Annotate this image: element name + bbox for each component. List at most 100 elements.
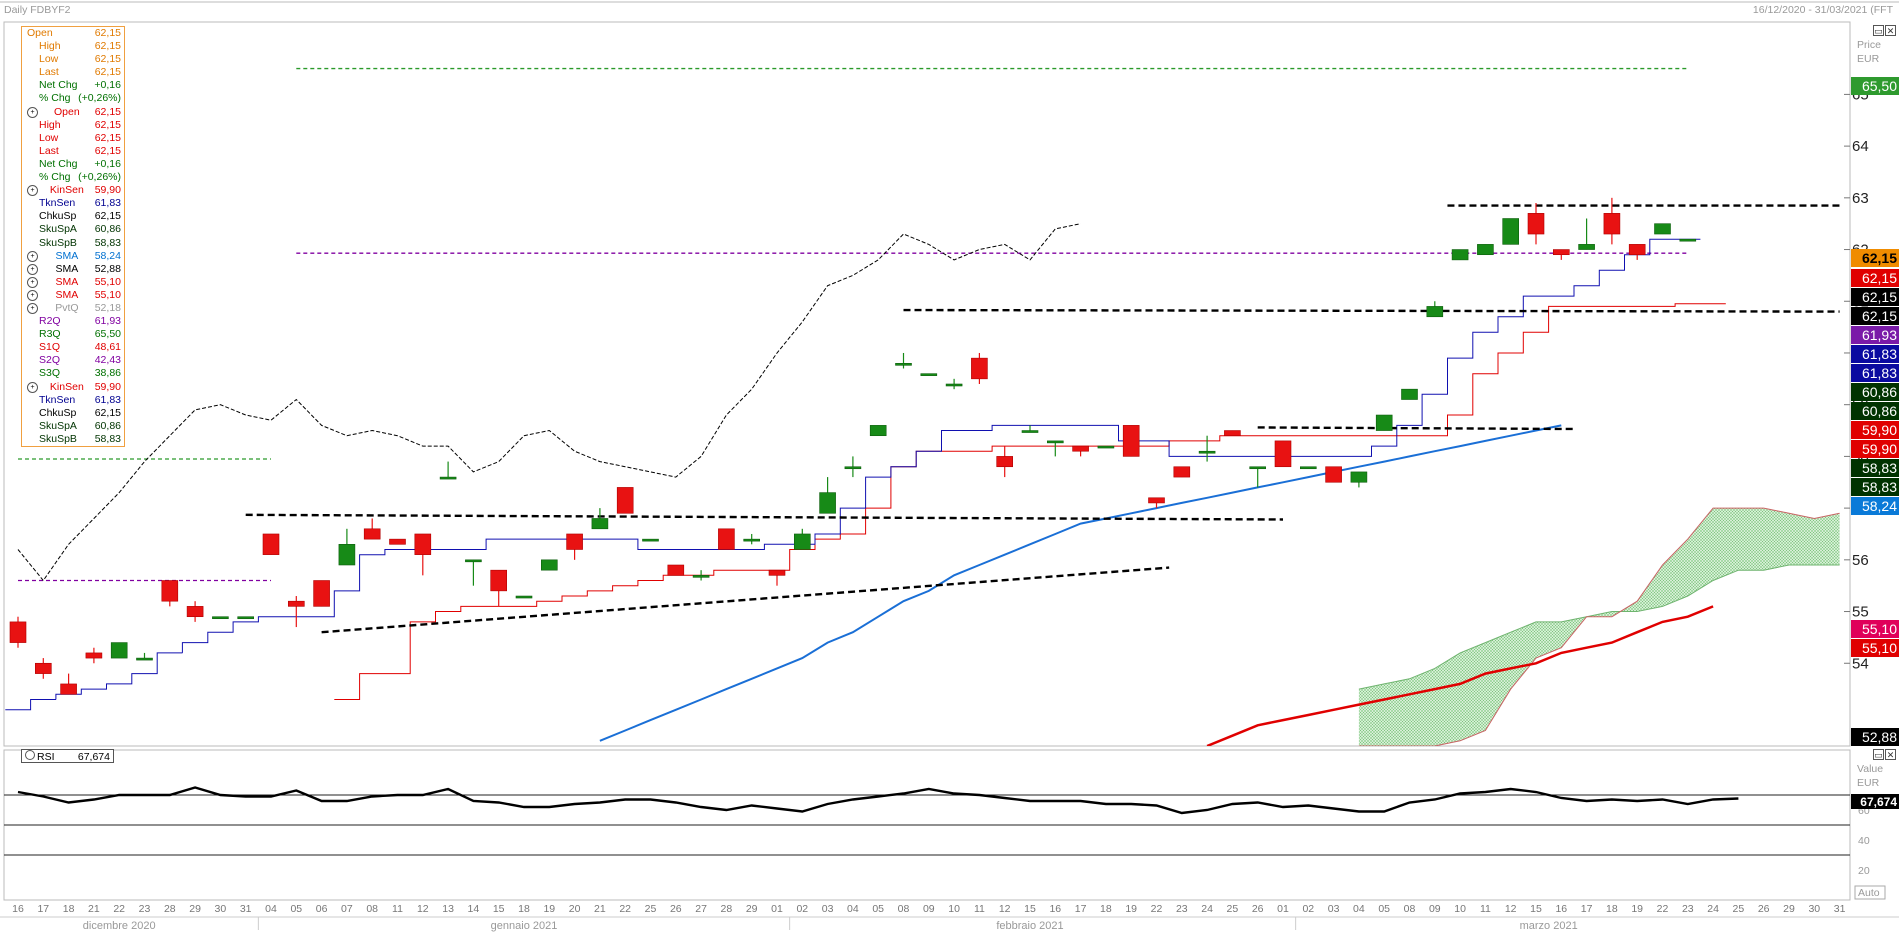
candle bbox=[1274, 440, 1292, 468]
x-day-label: 05 bbox=[290, 903, 302, 915]
legend-label-text: Low bbox=[39, 131, 59, 144]
legend-label-text: Open bbox=[27, 27, 53, 39]
legend-row: SkuSpB 58,83 bbox=[22, 433, 124, 446]
legend-label: S3Q bbox=[27, 367, 60, 380]
candle bbox=[1375, 414, 1393, 431]
candle bbox=[1224, 430, 1241, 437]
sma-blue-line bbox=[599, 424, 1562, 742]
candle bbox=[363, 528, 381, 540]
x-day-label: 10 bbox=[1454, 903, 1466, 915]
x-day-label: 19 bbox=[1631, 903, 1643, 915]
legend-label-text: High bbox=[39, 40, 61, 53]
legend-label: R3Q bbox=[27, 328, 61, 341]
legend-label: ChkuSp bbox=[27, 210, 76, 223]
legend-label-text: S2Q bbox=[39, 354, 61, 367]
rsi-close-icon[interactable]: ✕ bbox=[1885, 749, 1896, 760]
price-tag-label: 59,90 bbox=[1862, 441, 1897, 457]
candle bbox=[1350, 471, 1368, 483]
candle bbox=[1198, 450, 1216, 454]
rsi-label: RSI bbox=[37, 751, 55, 763]
restore-icon[interactable]: ▭ bbox=[1873, 25, 1884, 36]
legend-label: PvtQ bbox=[55, 302, 78, 315]
x-month-label: gennaio 2021 bbox=[491, 920, 558, 932]
indicator-settings-icon[interactable]: + bbox=[27, 106, 38, 118]
x-day-label: 23 bbox=[139, 903, 151, 915]
rsi-axis-currency: EUR bbox=[1857, 777, 1880, 789]
legend-row: S3Q 38,86 bbox=[22, 367, 124, 380]
price-tag-label: 60,86 bbox=[1862, 384, 1897, 400]
legend-row: % Chg (+0,26%) bbox=[22, 92, 124, 105]
rsi-tag-bg bbox=[1851, 794, 1899, 809]
price-tag-bg bbox=[1851, 728, 1899, 746]
price-tick-label: 64 bbox=[1852, 138, 1869, 155]
candle bbox=[237, 616, 254, 620]
legend-value: 62,15 bbox=[94, 53, 121, 66]
indicator-settings-icon[interactable]: + bbox=[27, 185, 38, 197]
legend-label: Low bbox=[27, 132, 58, 145]
legend-value: 62,15 bbox=[94, 66, 121, 79]
legend-label-text: R3Q bbox=[39, 328, 61, 341]
price-tag-label: 61,83 bbox=[1862, 346, 1897, 362]
price-tag-bg bbox=[1851, 249, 1899, 267]
legend-label: Net Chg bbox=[27, 158, 78, 171]
candle bbox=[110, 642, 128, 659]
legend-label: KinSen bbox=[50, 381, 84, 394]
candle bbox=[692, 575, 710, 578]
indicator-settings-icon[interactable]: + bbox=[27, 302, 38, 314]
candle bbox=[1122, 425, 1140, 457]
x-day-label: 05 bbox=[1378, 903, 1390, 915]
x-day-label: 30 bbox=[215, 903, 227, 915]
candle bbox=[1148, 497, 1165, 504]
candle bbox=[136, 657, 153, 661]
candle bbox=[313, 580, 330, 607]
indicator-settings-icon[interactable]: + bbox=[27, 276, 38, 288]
candle bbox=[1047, 440, 1064, 444]
legend-value: 62,15 bbox=[94, 105, 121, 118]
indicator-settings-icon[interactable]: + bbox=[27, 263, 38, 275]
candle bbox=[186, 606, 204, 618]
legend-value: 62,15 bbox=[94, 406, 121, 419]
x-day-label: 13 bbox=[442, 903, 454, 915]
candle bbox=[1654, 223, 1671, 235]
price-tag-label: 55,10 bbox=[1862, 640, 1897, 656]
legend-label-text: High bbox=[39, 118, 61, 131]
price-tag-label: 55,10 bbox=[1862, 621, 1897, 637]
legend-row: + SMA 58,24 bbox=[22, 250, 124, 263]
legend-row: S1Q 48,61 bbox=[22, 341, 124, 354]
legend-label: TknSen bbox=[27, 394, 75, 407]
indicator-settings-icon[interactable]: + bbox=[27, 381, 38, 393]
candle bbox=[616, 487, 634, 514]
x-day-label: 22 bbox=[619, 903, 631, 915]
legend-row: + SMA 55,10 bbox=[22, 289, 124, 302]
date-range: 16/12/2020 - 31/03/2021 (FFT bbox=[1752, 4, 1893, 16]
x-day-label: 22 bbox=[1151, 903, 1163, 915]
legend-label: Open bbox=[54, 106, 80, 119]
x-day-label: 16 bbox=[12, 903, 24, 915]
legend-value: 60,86 bbox=[94, 419, 121, 432]
indicator-settings-icon[interactable]: + bbox=[27, 289, 38, 301]
x-day-label: 12 bbox=[1505, 903, 1517, 915]
legend-label: % Chg bbox=[27, 171, 71, 184]
legend-label-text: ChkuSp bbox=[39, 406, 77, 419]
x-day-label: 16 bbox=[1049, 903, 1061, 915]
price-axis-title: Price bbox=[1857, 39, 1881, 51]
candle bbox=[1603, 213, 1621, 235]
x-day-label: 18 bbox=[1100, 903, 1112, 915]
rsi-plot bbox=[4, 786, 1850, 856]
legend-label-text: SMA bbox=[55, 249, 79, 262]
rsi-settings-icon[interactable] bbox=[25, 750, 35, 760]
legend-value: 65,50 bbox=[94, 328, 121, 341]
x-day-label: 02 bbox=[1302, 903, 1314, 915]
x-day-label: 19 bbox=[1125, 903, 1137, 915]
close-icon[interactable]: ✕ bbox=[1885, 25, 1896, 36]
candle bbox=[9, 621, 27, 643]
trendline-0 bbox=[245, 513, 1284, 521]
legend-value: (+0,26%) bbox=[78, 92, 121, 105]
legend-label: SMA bbox=[55, 263, 78, 276]
chikou-span-line bbox=[17, 223, 1081, 582]
rsi-restore-icon[interactable]: ▭ bbox=[1873, 749, 1884, 760]
candle bbox=[1477, 244, 1494, 256]
indicator-settings-icon[interactable]: + bbox=[27, 250, 38, 262]
